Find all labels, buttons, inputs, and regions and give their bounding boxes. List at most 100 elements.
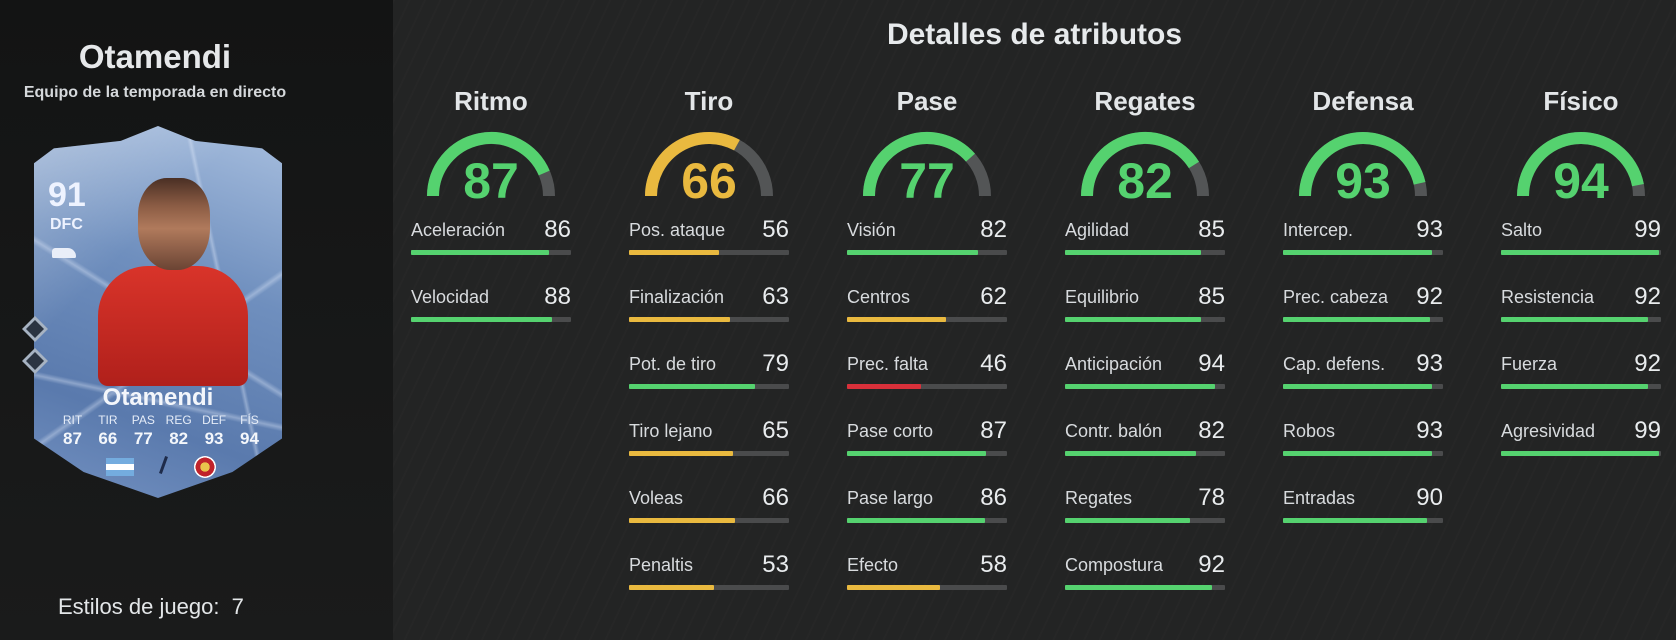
category-gauge: 87 (426, 130, 556, 206)
attribute-row[interactable]: Cap. defens. 93 (1283, 350, 1443, 421)
card-stat-value: 93 (204, 429, 224, 448)
player-card[interactable]: 91 DFC Otamendi RIT 87 TIR 66 PAS 77 REG 82 … (34, 126, 282, 498)
attribute-row[interactable]: Entradas 90 (1283, 484, 1443, 555)
attribute-bar-track (1501, 451, 1661, 456)
attribute-bar-track (847, 451, 1007, 456)
attribute-name: Efecto (847, 555, 899, 575)
attribute-row[interactable]: Efecto 58 (847, 551, 1007, 622)
attribute-row[interactable]: Regates 78 (1065, 484, 1225, 555)
attribute-bar-track (847, 250, 1007, 255)
attribute-row[interactable]: Aceleración 86 (411, 216, 571, 287)
attribute-row[interactable]: Equilibrio 85 (1065, 283, 1225, 354)
attribute-list: Salto 99 Resistencia 92 Fuerza 92 Agresividad 9… (1501, 216, 1661, 488)
attribute-row[interactable]: Intercep. 93 (1283, 216, 1443, 287)
attribute-name: Aceleración (411, 220, 506, 240)
attribute-name: Regates (1065, 488, 1133, 508)
card-stat-value: 66 (98, 429, 118, 448)
attribute-row[interactable]: Resistencia 92 (1501, 283, 1661, 354)
attribute-row[interactable]: Salto 99 (1501, 216, 1661, 287)
category-value: 93 (1335, 153, 1391, 209)
attribute-value: 93 (1416, 417, 1443, 444)
attribute-bar-track (1501, 384, 1661, 389)
attribute-bar-fill (1065, 585, 1213, 590)
attribute-name: Equilibrio (1065, 287, 1140, 307)
category-regates: Regates 82 Agilidad 85 Equilibrio 85 Anticipac… (1065, 86, 1225, 622)
attribute-bar-fill (1065, 384, 1216, 389)
card-stat-value: 77 (133, 429, 153, 448)
playstyles-count[interactable]: Estilos de juego: 7 (58, 594, 244, 620)
attribute-row[interactable]: Agresividad 99 (1501, 417, 1661, 488)
attribute-value: 46 (980, 350, 1007, 377)
attribute-row[interactable]: Voleas 66 (629, 484, 789, 555)
attribute-row[interactable]: Prec. falta 46 (847, 350, 1007, 421)
attribute-bar-track (411, 250, 571, 255)
category-value: 77 (899, 153, 955, 209)
attribute-row[interactable]: Contr. balón 82 (1065, 417, 1225, 488)
attribute-bar-fill (1065, 317, 1201, 322)
attribute-value: 92 (1634, 350, 1661, 377)
category-title: Regates (1094, 86, 1196, 116)
card-stat-label: DEF (202, 413, 227, 427)
category-value: 94 (1553, 153, 1609, 209)
attribute-bar-fill (1065, 250, 1201, 255)
attribute-value: 88 (544, 283, 571, 310)
attribute-bar-fill (847, 250, 979, 255)
attribute-row[interactable]: Penaltis 53 (629, 551, 789, 622)
playstyles-value: 7 (231, 594, 244, 619)
attribute-bar-fill (629, 317, 730, 322)
attribute-row[interactable]: Visión 82 (847, 216, 1007, 287)
attribute-value: 85 (1198, 283, 1225, 310)
attribute-row[interactable]: Velocidad 88 (411, 283, 571, 354)
card-stat-value: 87 (63, 429, 82, 448)
attribute-row[interactable]: Anticipación 94 (1065, 350, 1225, 421)
attribute-name: Velocidad (411, 287, 490, 307)
page-title: Detalles de atributos (886, 18, 1183, 51)
attribute-value: 99 (1634, 216, 1661, 243)
category-físico: Físico 94 Salto 99 Resistencia 92 Fuerza 92 Agre… (1501, 86, 1661, 488)
card-stat: REG 82 (162, 413, 195, 449)
attribute-value: 62 (980, 283, 1007, 310)
attribute-name: Finalización (629, 287, 725, 307)
attribute-row[interactable]: Compostura 92 (1065, 551, 1225, 622)
attribute-value: 87 (980, 417, 1007, 444)
attribute-name: Penaltis (629, 555, 694, 575)
attribute-row[interactable]: Prec. cabeza 92 (1283, 283, 1443, 354)
attribute-value: 92 (1198, 551, 1225, 578)
category-value: 66 (681, 153, 737, 209)
attribute-row[interactable]: Finalización 63 (629, 283, 789, 354)
attribute-bar-fill (1501, 384, 1649, 389)
attribute-bar-track (1501, 250, 1661, 255)
card-stat-label: PAS (131, 413, 155, 427)
attribute-bar-fill (629, 250, 719, 255)
attribute-bar-fill (847, 317, 947, 322)
attribute-row[interactable]: Pase corto 87 (847, 417, 1007, 488)
attribute-bar-fill (847, 384, 921, 389)
attribute-bar-track (629, 317, 789, 322)
category-title: Tiro (684, 86, 734, 116)
category-tiro: Tiro 66 Pos. ataque 56 Finalización 63 Pot. de… (629, 86, 789, 622)
gauge-fill (863, 132, 976, 197)
attribute-row[interactable]: Agilidad 85 (1065, 216, 1225, 287)
attribute-name: Pot. de tiro (629, 354, 717, 374)
attribute-row[interactable]: Tiro lejano 65 (629, 417, 789, 488)
category-gauge: 77 (862, 130, 992, 206)
player-subtitle: Equipo de la temporada en directo (23, 84, 287, 101)
attribute-name: Intercep. (1283, 220, 1354, 240)
attribute-value: 65 (762, 417, 789, 444)
attribute-bar-fill (1283, 518, 1427, 523)
attribute-name: Centros (847, 287, 911, 307)
card-stat-value: 82 (169, 429, 189, 448)
attribute-name: Anticipación (1065, 354, 1163, 374)
attribute-list: Visión 82 Centros 62 Prec. falta 46 Pase corto… (847, 216, 1007, 622)
attribute-bar-track (1283, 518, 1443, 523)
attribute-row[interactable]: Fuerza 92 (1501, 350, 1661, 421)
attribute-name: Fuerza (1501, 354, 1558, 374)
gauge-fill (645, 132, 740, 197)
attribute-row[interactable]: Robos 93 (1283, 417, 1443, 488)
attribute-row[interactable]: Pase largo 86 (847, 484, 1007, 555)
attribute-row[interactable]: Pot. de tiro 79 (629, 350, 789, 421)
gauge-fill (1299, 132, 1426, 197)
attribute-row[interactable]: Pos. ataque 56 (629, 216, 789, 287)
attribute-bar-track (847, 317, 1007, 322)
attribute-row[interactable]: Centros 62 (847, 283, 1007, 354)
